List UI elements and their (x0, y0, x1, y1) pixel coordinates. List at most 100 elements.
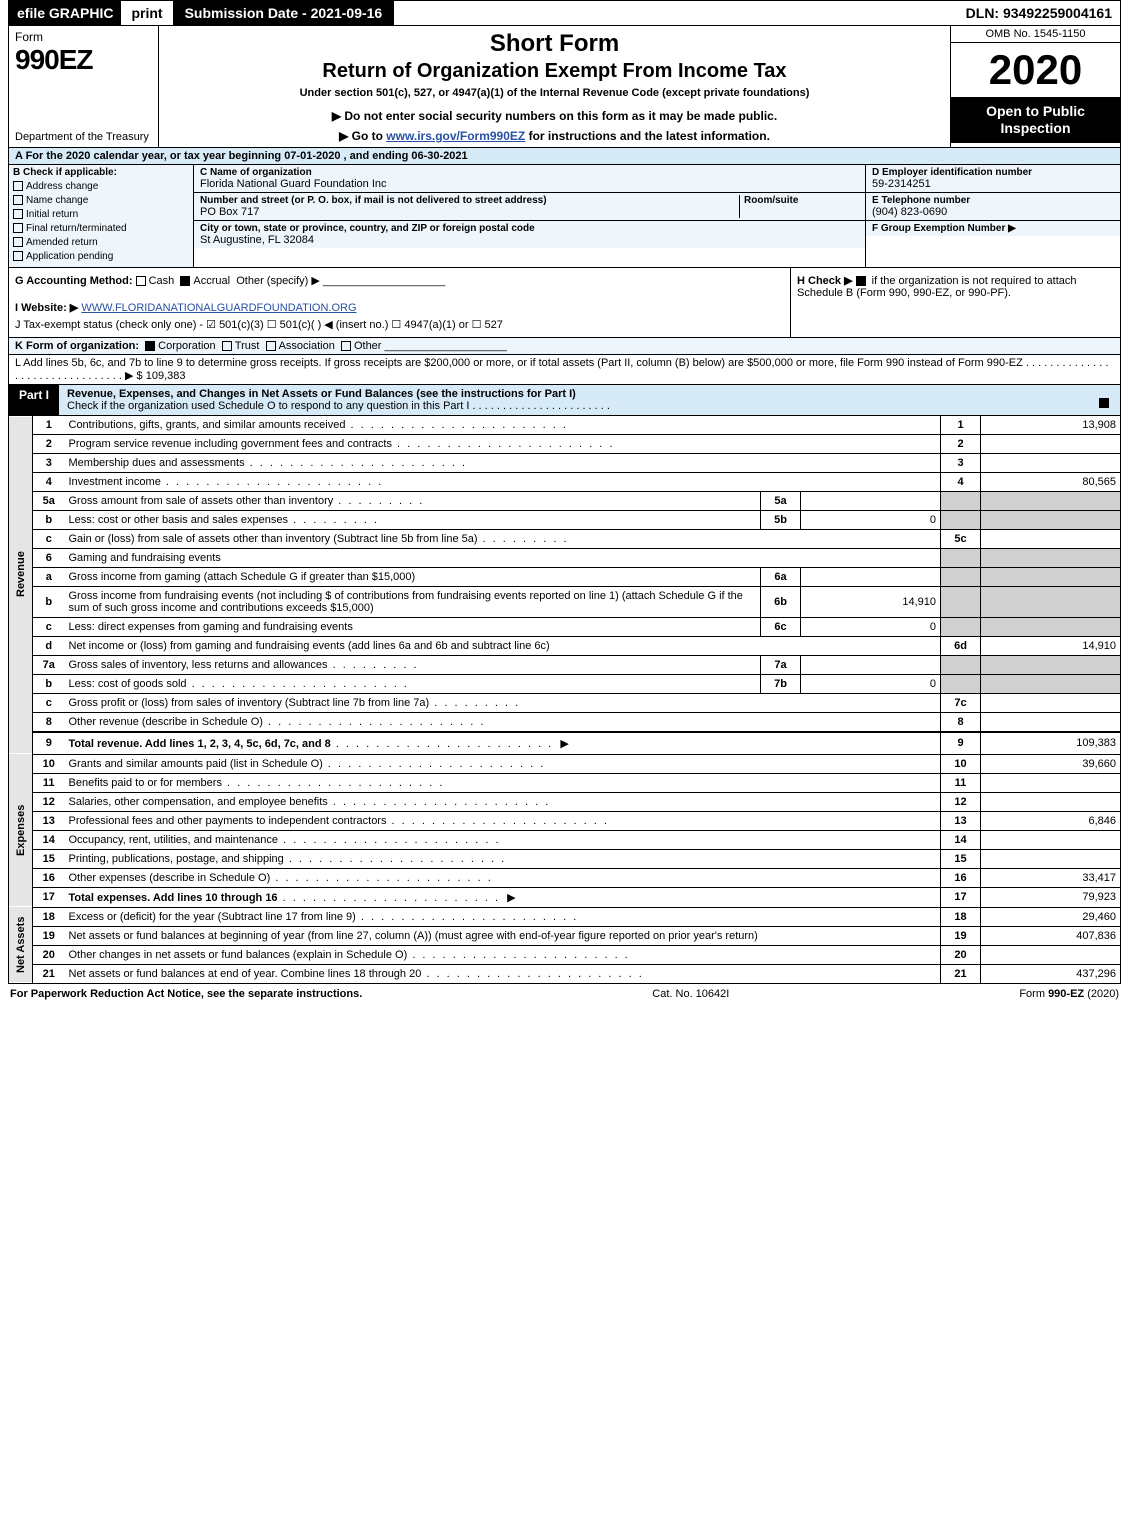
short-form-title: Short Form (165, 30, 944, 58)
ln3-val (981, 454, 1121, 473)
ln13-val: 6,846 (981, 811, 1121, 830)
box-def: D Employer identification number 59-2314… (865, 165, 1120, 267)
ln6-desc: Gaming and fundraising events (65, 549, 941, 568)
ln6c-no: c (33, 618, 65, 637)
ln20-desc: Other changes in net assets or fund bala… (65, 945, 941, 964)
ln14-no: 14 (33, 830, 65, 849)
irs-link[interactable]: www.irs.gov/Form990EZ (386, 129, 525, 143)
org-name-label: C Name of organization (200, 167, 312, 178)
print-button[interactable]: print (121, 1, 172, 25)
chk-name-change[interactable]: Name change (13, 195, 189, 206)
sidelabel-revenue-end (9, 732, 33, 754)
ln9-val: 109,383 (981, 732, 1121, 754)
ln3-rn: 3 (941, 454, 981, 473)
ln16-desc: Other expenses (describe in Schedule O) (65, 868, 941, 887)
ln9-rn: 9 (941, 732, 981, 754)
ln17-no: 17 (33, 887, 65, 907)
ln2-rn: 2 (941, 435, 981, 454)
ln6a-desc: Gross income from gaming (attach Schedul… (65, 568, 761, 587)
ln18-rn: 18 (941, 907, 981, 926)
ln5a-no: 5a (33, 492, 65, 511)
chk-amended-return[interactable]: Amended return (13, 237, 189, 248)
chk-association[interactable] (266, 341, 276, 351)
chk-trust[interactable] (222, 341, 232, 351)
ln2-no: 2 (33, 435, 65, 454)
ln10-desc: Grants and similar amounts paid (list in… (65, 754, 941, 773)
box-b-title: B Check if applicable: (13, 167, 189, 178)
other-org-label: Other (354, 340, 382, 352)
website-link[interactable]: WWW.FLORIDANATIONALGUARDFOUNDATION.ORG (81, 302, 356, 314)
group-exemption-label: F Group Exemption Number ▶ (872, 223, 1016, 234)
ln5b-rn-grey (941, 511, 981, 530)
chk-final-return[interactable]: Final return/terminated (13, 223, 189, 234)
sidelabel-netassets: Net Assets (9, 907, 33, 983)
ln10-val: 39,660 (981, 754, 1121, 773)
ln5a-desc: Gross amount from sale of assets other t… (65, 492, 761, 511)
ln17-desc: Total expenses. Add lines 10 through 16 (65, 887, 941, 907)
ln1-no: 1 (33, 416, 65, 435)
row-l: L Add lines 5b, 6c, and 7b to line 9 to … (8, 355, 1121, 385)
ssn-warning: ▶ Do not enter social security numbers o… (165, 109, 944, 123)
ln4-desc: Investment income (65, 473, 941, 492)
ln7a-no: 7a (33, 656, 65, 675)
ln11-val (981, 773, 1121, 792)
ln1-desc: Contributions, gifts, grants, and simila… (65, 416, 941, 435)
ln21-desc: Net assets or fund balances at end of ye… (65, 964, 941, 983)
ln7c-no: c (33, 694, 65, 713)
addr-value: PO Box 717 (200, 206, 259, 218)
ln13-no: 13 (33, 811, 65, 830)
form-word: Form (15, 30, 152, 44)
ln13-desc: Professional fees and other payments to … (65, 811, 941, 830)
ln6a-no: a (33, 568, 65, 587)
h-pre: H Check ▶ (797, 275, 856, 287)
ln6-rn-grey (941, 549, 981, 568)
ln7b-rn-grey (941, 675, 981, 694)
row-j: J Tax-exempt status (check only one) - ☑… (15, 318, 784, 331)
sidelabel-expenses: Expenses (9, 754, 33, 907)
ln2-desc: Program service revenue including govern… (65, 435, 941, 454)
l-value: 109,383 (146, 370, 186, 382)
omb-number: OMB No. 1545-1150 (951, 26, 1120, 43)
ln6d-rn: 6d (941, 637, 981, 656)
chk-application-pending[interactable]: Application pending (13, 251, 189, 262)
ln5b-ival: 0 (801, 511, 941, 530)
row-gh: G Accounting Method: Cash Accrual Other … (8, 268, 1121, 338)
chk-other-org[interactable] (341, 341, 351, 351)
chk-accrual[interactable] (180, 276, 190, 286)
ln5a-rn-grey (941, 492, 981, 511)
chk-corporation[interactable] (145, 341, 155, 351)
ln20-rn: 20 (941, 945, 981, 964)
cash-label: Cash (149, 275, 175, 287)
ln4-val: 80,565 (981, 473, 1121, 492)
footer-right: Form 990-EZ (2020) (1019, 988, 1119, 1000)
ln6a-in: 6a (761, 568, 801, 587)
ln7b-rval-grey (981, 675, 1121, 694)
ln7a-ival (801, 656, 941, 675)
ln4-no: 4 (33, 473, 65, 492)
chk-part-i-schedule-o[interactable] (1099, 398, 1109, 408)
i-label: I Website: ▶ (15, 302, 78, 314)
ein-label: D Employer identification number (872, 167, 1032, 178)
part-i-table: Revenue 1 Contributions, gifts, grants, … (8, 416, 1121, 984)
footer-left: For Paperwork Reduction Act Notice, see … (10, 988, 362, 1000)
ln11-rn: 11 (941, 773, 981, 792)
ln5c-no: c (33, 530, 65, 549)
ln19-val: 407,836 (981, 926, 1121, 945)
ln10-rn: 10 (941, 754, 981, 773)
part-i-title: Revenue, Expenses, and Changes in Net As… (67, 388, 576, 400)
ln21-no: 21 (33, 964, 65, 983)
chk-cash[interactable] (136, 276, 146, 286)
ln6d-no: d (33, 637, 65, 656)
ein-value: 59-2314251 (872, 178, 931, 190)
ln7a-in: 7a (761, 656, 801, 675)
other-specify-label: Other (specify) ▶ (236, 275, 320, 287)
chk-initial-return[interactable]: Initial return (13, 209, 189, 220)
ln14-val (981, 830, 1121, 849)
ln9-desc: Total revenue. Add lines 1, 2, 3, 4, 5c,… (65, 732, 941, 754)
room-label: Room/suite (744, 195, 798, 206)
chk-schedule-b[interactable] (856, 276, 866, 286)
main-title: Return of Organization Exempt From Incom… (165, 60, 944, 83)
city-label: City or town, state or province, country… (200, 223, 535, 234)
ln8-no: 8 (33, 713, 65, 733)
chk-address-change[interactable]: Address change (13, 181, 189, 192)
